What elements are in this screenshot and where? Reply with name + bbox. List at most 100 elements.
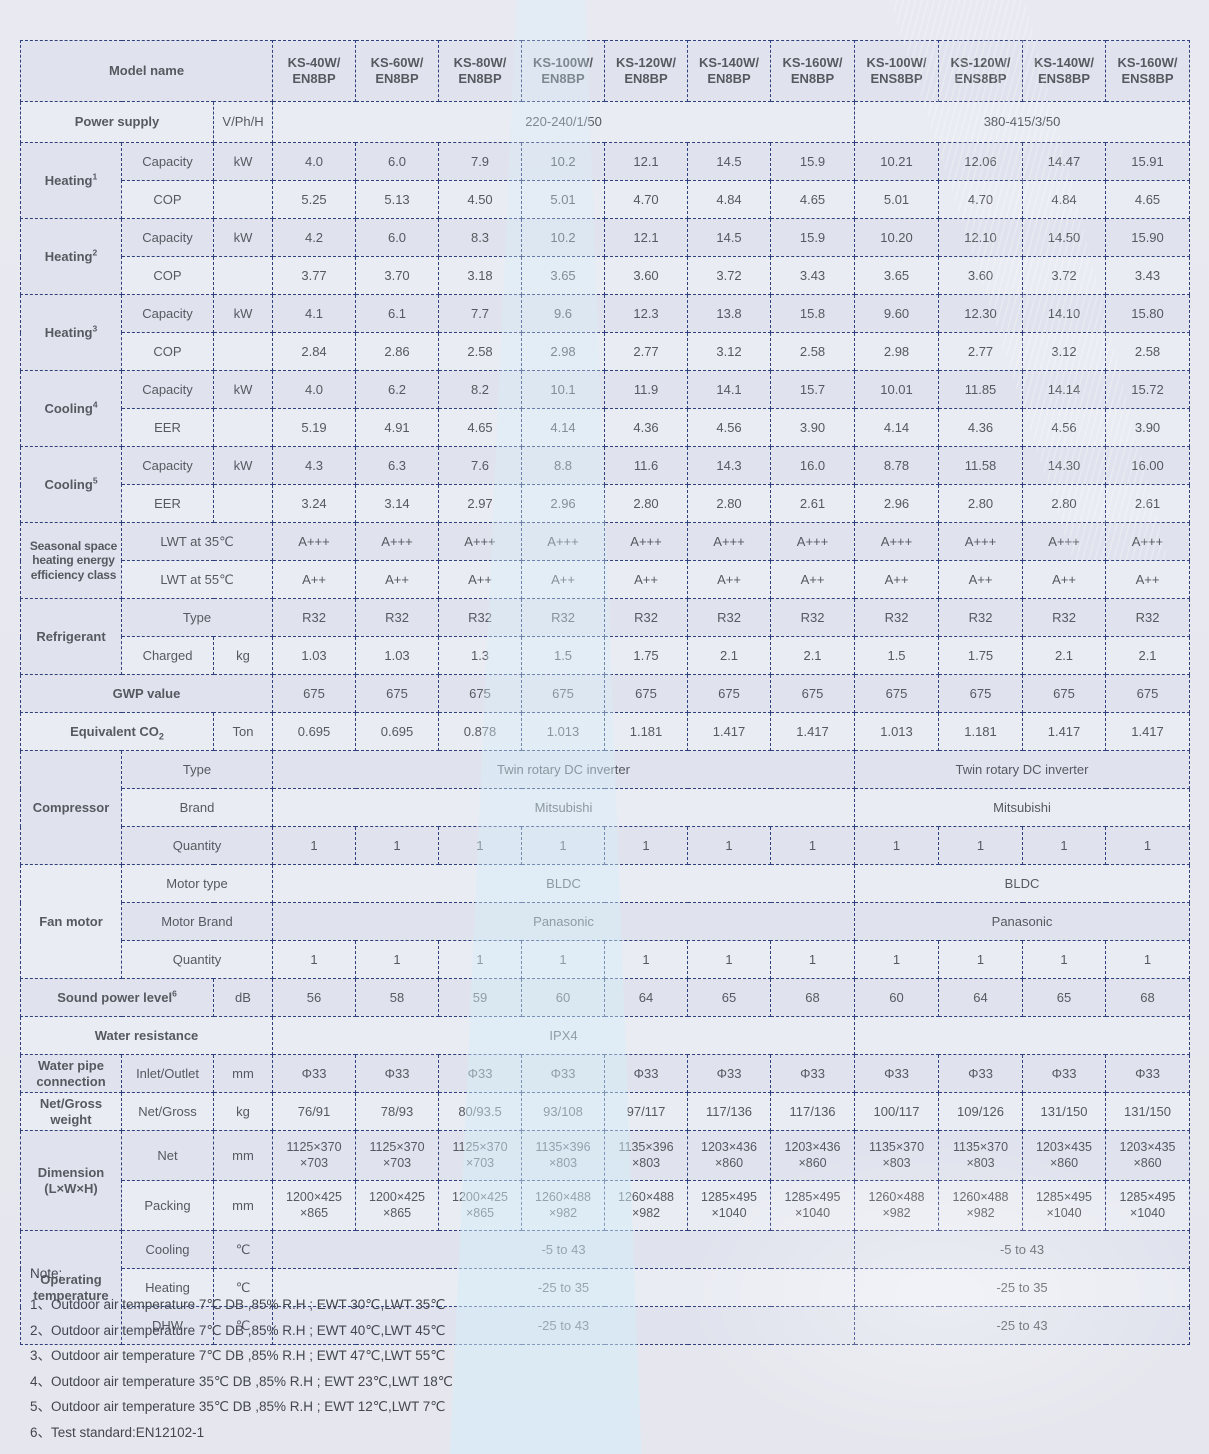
- superscript-note-ref: 5: [92, 475, 98, 486]
- value-cell: 0.878: [438, 712, 523, 751]
- value-cell: 1.75: [604, 636, 689, 675]
- value-cell: 1203×436 ×860: [687, 1130, 772, 1181]
- value-cell: 1: [521, 826, 606, 865]
- value-cell: 675: [1022, 674, 1107, 713]
- value-cell: 4.84: [687, 180, 772, 219]
- spec-row: Seasonal space heating energy efficiency…: [20, 522, 1191, 599]
- value-cell: 1285×495 ×1040: [770, 1180, 856, 1231]
- value-cell: 3.60: [938, 256, 1024, 295]
- merged-value-cell: 380-415/3/50: [854, 101, 1191, 143]
- value-cell: 2.61: [770, 484, 856, 523]
- value-cell: 59: [438, 978, 523, 1017]
- row-sublabel: Motor type: [120, 864, 274, 903]
- unit-cell: kW: [212, 446, 274, 485]
- value-cell: 15.8: [770, 294, 856, 333]
- value-cell: Φ33: [687, 1054, 772, 1093]
- value-cell: 4.2: [272, 218, 357, 257]
- value-cell: 60: [521, 978, 606, 1017]
- merged-value-cell: BLDC: [854, 864, 1191, 903]
- unit-cell: kW: [212, 294, 274, 333]
- spec-row: LWT at 55℃ A++ A++ A++ A++ A++ A++ A++ A++ A++ A++…: [21, 560, 1191, 599]
- model-column-header: KS-120W/ EN8BP: [604, 40, 689, 102]
- value-cell: R32: [272, 598, 357, 637]
- value-cell: 4.65: [770, 180, 856, 219]
- value-cell: A+++: [854, 522, 940, 561]
- row-sublabel: Brand: [120, 788, 274, 827]
- merged-value-cell: 220-240/1/50: [272, 101, 856, 143]
- value-cell: 4.65: [438, 408, 523, 447]
- value-cell: 675: [355, 674, 440, 713]
- value-cell: 2.80: [938, 484, 1024, 523]
- value-cell: 675: [938, 674, 1024, 713]
- spec-row: EER 3.24 3.14 2.97 2.96 2.80 2.80 2.61 2.96 2.80 2…: [21, 484, 1191, 523]
- value-cell: 4.36: [938, 408, 1024, 447]
- unit-cell: ℃: [212, 1268, 274, 1307]
- value-cell: 15.91: [1105, 142, 1191, 181]
- value-cell: 3.12: [1022, 332, 1107, 371]
- value-cell: 14.14: [1022, 370, 1107, 409]
- value-cell: 2.1: [1105, 636, 1191, 675]
- value-cell: A++: [438, 560, 523, 599]
- row-sublabel: Capacity: [121, 142, 214, 181]
- value-cell: 7.6: [438, 446, 523, 485]
- spec-row: Cooling5 Capacity kW 4.3 6.3 7.6 8.8 11.6 14.3 16…: [20, 446, 1191, 523]
- value-cell: 2.96: [854, 484, 940, 523]
- value-cell: 3.14: [355, 484, 440, 523]
- value-cell: 2.80: [687, 484, 772, 523]
- value-cell: 2.84: [272, 332, 357, 371]
- value-cell: 1135×370 ×803: [938, 1130, 1024, 1181]
- value-cell: 10.01: [854, 370, 940, 409]
- value-cell: 2.1: [687, 636, 772, 675]
- value-cell: 2.77: [938, 332, 1024, 371]
- merged-value-cell: -5 to 43: [854, 1230, 1191, 1269]
- value-cell: A+++: [355, 522, 440, 561]
- value-cell: 15.90: [1105, 218, 1191, 257]
- spec-row: COP 3.77 3.70 3.18 3.65 3.60 3.72 3.43 3.65 3.60 3…: [21, 256, 1191, 295]
- unit-cell: [212, 484, 274, 523]
- row-sublabel: Capacity: [121, 370, 214, 409]
- note-item: 5、Outdoor air temperature 35℃ DB ,85% R.…: [30, 1399, 446, 1414]
- value-cell: 3.43: [770, 256, 856, 295]
- row-sublabel: Capacity: [121, 218, 214, 257]
- value-cell: 131/150: [1022, 1092, 1107, 1131]
- spec-row: Water resistance IPX4: [19, 1016, 1191, 1055]
- value-cell: A++: [770, 560, 856, 599]
- spec-row: Cooling4 Capacity kW 4.0 6.2 8.2 10.1 11.9 14.1 1…: [20, 370, 1191, 447]
- value-cell: 9.6: [521, 294, 606, 333]
- superscript-note-ref: 3: [92, 323, 98, 334]
- unit-cell: kW: [212, 218, 274, 257]
- row-sublabel: Quantity: [120, 940, 274, 979]
- spec-row: Refrigerant Type R32 R32 R32 R32 R32 R32 R32 R32 R…: [20, 598, 1191, 675]
- value-cell: 9.60: [854, 294, 940, 333]
- value-cell: 16.0: [770, 446, 856, 485]
- merged-value-cell: -5 to 43: [272, 1230, 856, 1269]
- note-item: 1、Outdoor air temperature 7℃ DB ,85% R.H…: [30, 1297, 446, 1312]
- value-cell: 675: [604, 674, 689, 713]
- value-cell: 1260×488 ×982: [938, 1180, 1024, 1231]
- value-cell: 4.84: [1022, 180, 1107, 219]
- spec-row: Dimension (L×W×H) Net mm 1125×370 ×703 1125×…: [20, 1130, 1191, 1231]
- merged-value-cell: Mitsubishi: [854, 788, 1191, 827]
- value-cell: 14.5: [687, 218, 772, 257]
- spec-row: Heating1 Capacity kW 4.0 6.0 7.9 10.2 12.1 14.5 1…: [20, 142, 1191, 219]
- model-column-header: KS-120W/ ENS8BP: [938, 40, 1024, 102]
- value-cell: 2.96: [521, 484, 606, 523]
- value-cell: R32: [770, 598, 856, 637]
- value-cell: A+++: [1105, 522, 1191, 561]
- value-cell: Φ33: [770, 1054, 856, 1093]
- value-cell: 10.21: [854, 142, 940, 181]
- spec-row: COP 5.25 5.13 4.50 5.01 4.70 4.84 4.65 5.01 4.70 4…: [21, 180, 1191, 219]
- note-item: 4、Outdoor air temperature 35℃ DB ,85% R.…: [30, 1373, 453, 1389]
- spec-row: Water pipe connection Inlet/Outlet mm Φ33 Φ3…: [20, 1054, 1191, 1093]
- value-cell: 1.417: [687, 712, 772, 751]
- value-cell: 2.1: [1022, 636, 1107, 675]
- value-cell: 1.03: [355, 636, 440, 675]
- value-cell: 1.417: [770, 712, 856, 751]
- value-cell: 675: [854, 674, 940, 713]
- value-cell: 2.1: [770, 636, 856, 675]
- row-label: Equivalent CO2: [20, 712, 214, 751]
- value-cell: 2.58: [770, 332, 856, 371]
- row-label: Operating temperature: [20, 1230, 122, 1345]
- value-cell: 12.10: [938, 218, 1024, 257]
- row-label: Fan motor: [20, 864, 122, 979]
